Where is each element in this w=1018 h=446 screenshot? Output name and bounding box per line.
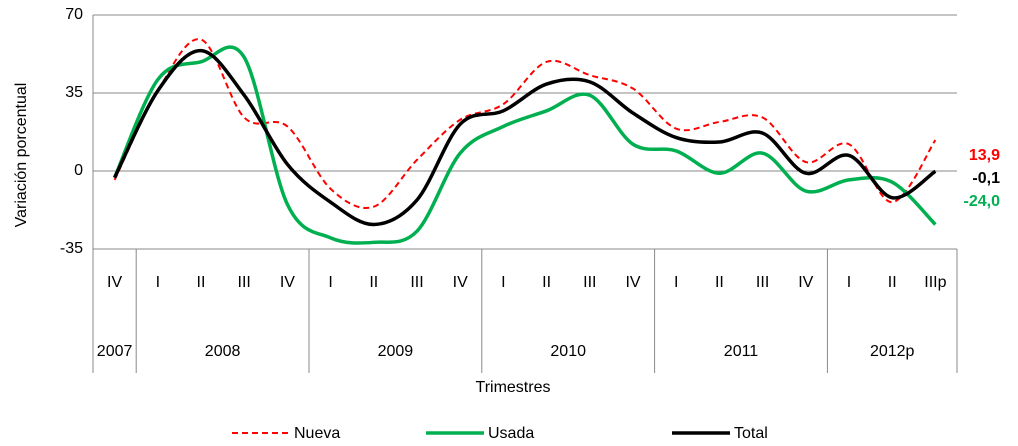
group-label: 2011	[724, 343, 759, 360]
value-label: -24,0	[964, 193, 1001, 210]
x-tick-label: IV	[798, 274, 813, 291]
series-line	[112, 45, 937, 245]
x-tick-label: IV	[625, 274, 640, 291]
x-tick-label: I	[847, 274, 851, 291]
legend-label: Nueva	[294, 425, 340, 442]
x-tick-label: III	[583, 274, 596, 291]
value-label: 13,9	[969, 147, 1000, 164]
y-tick-label: 0	[74, 162, 83, 179]
y-tick-label: -35	[60, 240, 83, 257]
x-tick-label: I	[674, 274, 678, 291]
x-tick-label: II	[542, 274, 551, 291]
value-label: -0,1	[972, 170, 1000, 187]
x-tick-label: IV	[280, 274, 295, 291]
group-label: 2009	[378, 343, 414, 360]
group-label: 2010	[550, 343, 586, 360]
series-line	[113, 48, 937, 227]
x-tick-label: II	[715, 274, 724, 291]
legend-label: Total	[734, 425, 768, 442]
x-tick-label: I	[328, 274, 332, 291]
x-tick-label: I	[501, 274, 505, 291]
group-label: 2008	[205, 343, 241, 360]
y-tick-label: 35	[65, 84, 83, 101]
x-tick-label: III	[756, 274, 769, 291]
legend-label: Usada	[488, 425, 534, 442]
group-label: 2007	[97, 343, 133, 360]
y-axis-title: Variación porcentual	[13, 83, 30, 228]
x-tick-label: I	[156, 274, 160, 291]
x-tick-label: II	[197, 274, 206, 291]
x-axis-title: Trimestres	[476, 379, 551, 396]
x-tick-label: IV	[453, 274, 468, 291]
x-tick-label: IIIp	[924, 274, 946, 291]
x-tick-label: III	[410, 274, 423, 291]
y-tick-label: 70	[65, 6, 83, 23]
x-tick-label: II	[369, 274, 378, 291]
x-tick-label: III	[238, 274, 251, 291]
x-tick-label: IV	[107, 274, 122, 291]
series-line	[113, 38, 937, 209]
group-label: 2012p	[870, 343, 915, 360]
x-tick-label: II	[888, 274, 897, 291]
